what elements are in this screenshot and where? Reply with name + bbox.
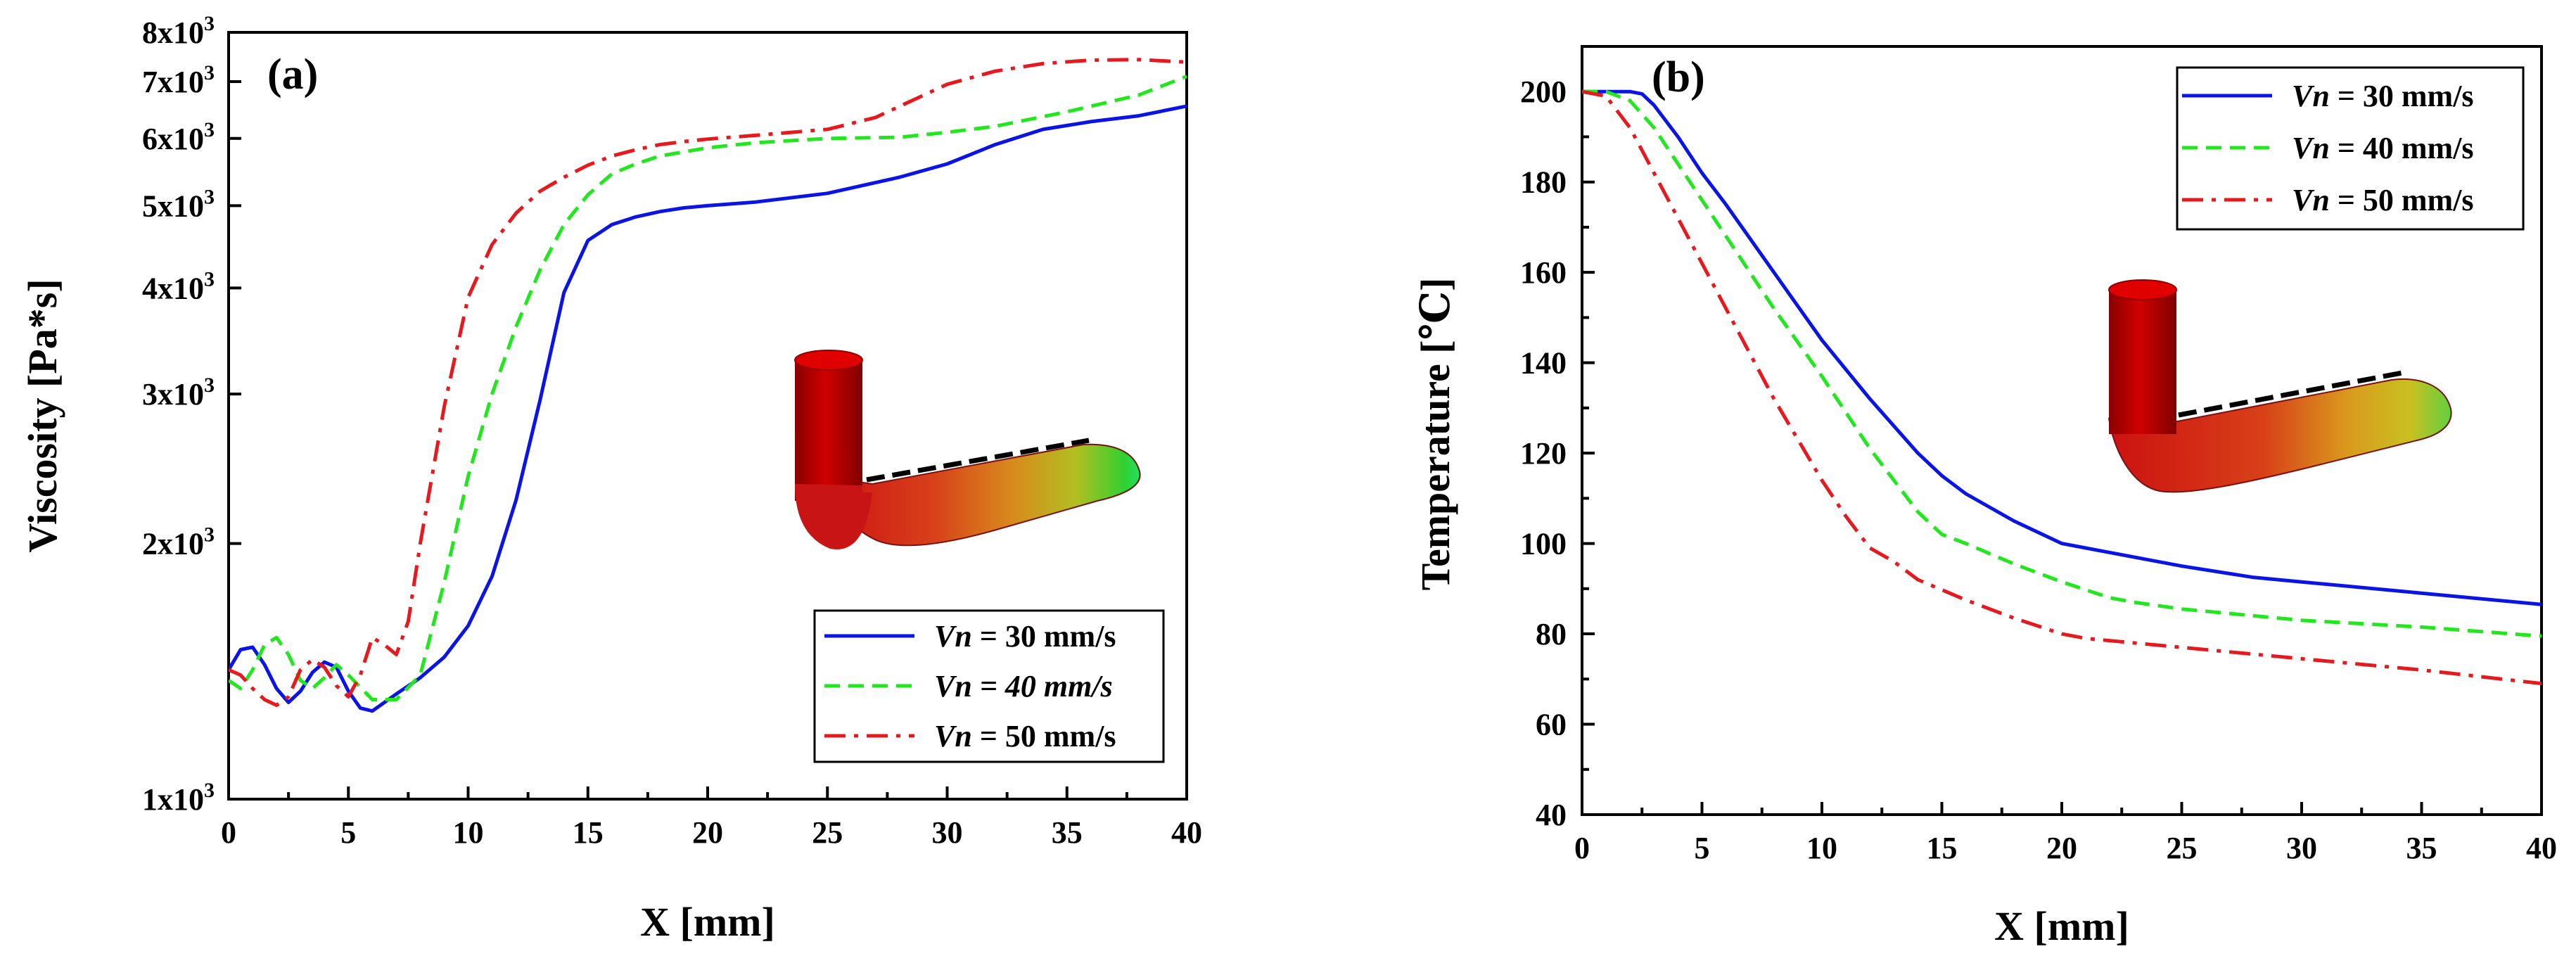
y-tick-label: 120	[1520, 436, 1567, 471]
x-tick-label: 40	[2526, 831, 2557, 865]
legend-label-3: Vn = 50 mm/s	[934, 719, 1116, 753]
ticks-b: 0 5 10 15 20 25 30 35 40 40 60 80 100 120 140 160 180 200	[1520, 75, 2557, 865]
x-tick-label: 25	[812, 815, 843, 850]
x-tick-label: 10	[1806, 831, 1837, 865]
y-tick-label: 200	[1520, 75, 1567, 109]
nozzle-inset-b	[2108, 279, 2452, 493]
x-tick-label: 5	[1695, 831, 1710, 865]
y-tick-label: 2x103	[142, 523, 215, 561]
panel-label-b: (b)	[1652, 53, 1705, 101]
x-tick-label: 35	[1052, 815, 1083, 850]
series-line-2	[229, 75, 1187, 701]
series-line-3	[229, 58, 1187, 707]
y-tick-label: 3x103	[142, 374, 215, 412]
legend-label-2: Vn = 40 mm/s	[2292, 131, 2474, 165]
legend-entries-a: Vn = 30 mm/s Vn = 40 mm/s Vn = 50 mm/s	[824, 619, 1116, 753]
y-tick-label: 160	[1520, 255, 1567, 290]
y-tick-label: 4x103	[142, 267, 215, 305]
x-tick-label: 20	[692, 815, 723, 850]
legend-label-2: Vn = 40 mm/s	[934, 669, 1113, 703]
x-tick-label: 15	[1927, 831, 1958, 865]
x-tick-label: 35	[2406, 831, 2437, 865]
x-tick-label: 25	[2167, 831, 2198, 865]
x-tick-label: 10	[453, 815, 484, 850]
series-line-3	[1582, 89, 2542, 686]
x-tick-label: 20	[2046, 831, 2077, 865]
y-tick-label: 180	[1520, 165, 1567, 200]
y-tick-label: 100	[1520, 527, 1567, 561]
panel-label-a: (a)	[267, 51, 318, 98]
x-tick-label: 0	[221, 815, 236, 850]
y-tick-label: 1x103	[142, 779, 215, 817]
y-tick-label: 80	[1536, 617, 1567, 651]
x-tick-label: 30	[932, 815, 963, 850]
ticks-a: 0 5 10 15 20 25 30 35 40 1x103 2x103 3x103 4x103 5x10…	[142, 12, 1202, 850]
y-tick-label: 40	[1536, 798, 1567, 832]
y-tick-label: 5x103	[142, 185, 215, 223]
y-tick-label: 60	[1536, 708, 1567, 742]
y-tick-label: 6x103	[142, 118, 215, 156]
y-tick-label: 140	[1520, 346, 1567, 381]
y-axis-title-b: Temperature [℃]	[1413, 278, 1458, 591]
series-line-2	[1582, 89, 2542, 638]
x-tick-label: 0	[1574, 831, 1590, 865]
x-tick-label: 40	[1171, 815, 1202, 850]
series-line-1	[229, 104, 1187, 713]
x-tick-label: 15	[573, 815, 604, 850]
y-tick-label: 8x103	[142, 12, 215, 50]
nozzle-inset-a	[794, 350, 1141, 549]
x-axis-title-a: X [mm]	[640, 899, 775, 945]
legend-label-1: Vn = 30 mm/s	[2292, 79, 2474, 113]
series-group-b	[1582, 89, 2542, 686]
legend-label-1: Vn = 30 mm/s	[934, 619, 1116, 654]
x-axis-title-b: X [mm]	[1994, 903, 2129, 949]
series-group-a	[229, 58, 1187, 713]
x-tick-label: 5	[340, 815, 356, 850]
x-tick-label: 30	[2286, 831, 2317, 865]
legend-label-3: Vn = 50 mm/s	[2292, 183, 2474, 217]
y-axis-title-a: Viscosity [Pa*s]	[20, 279, 65, 552]
series-line-1	[1582, 89, 2542, 606]
legend-entries-b: Vn = 30 mm/s Vn = 40 mm/s Vn = 50 mm/s	[2182, 79, 2474, 217]
y-tick-label: 7x103	[142, 61, 215, 99]
